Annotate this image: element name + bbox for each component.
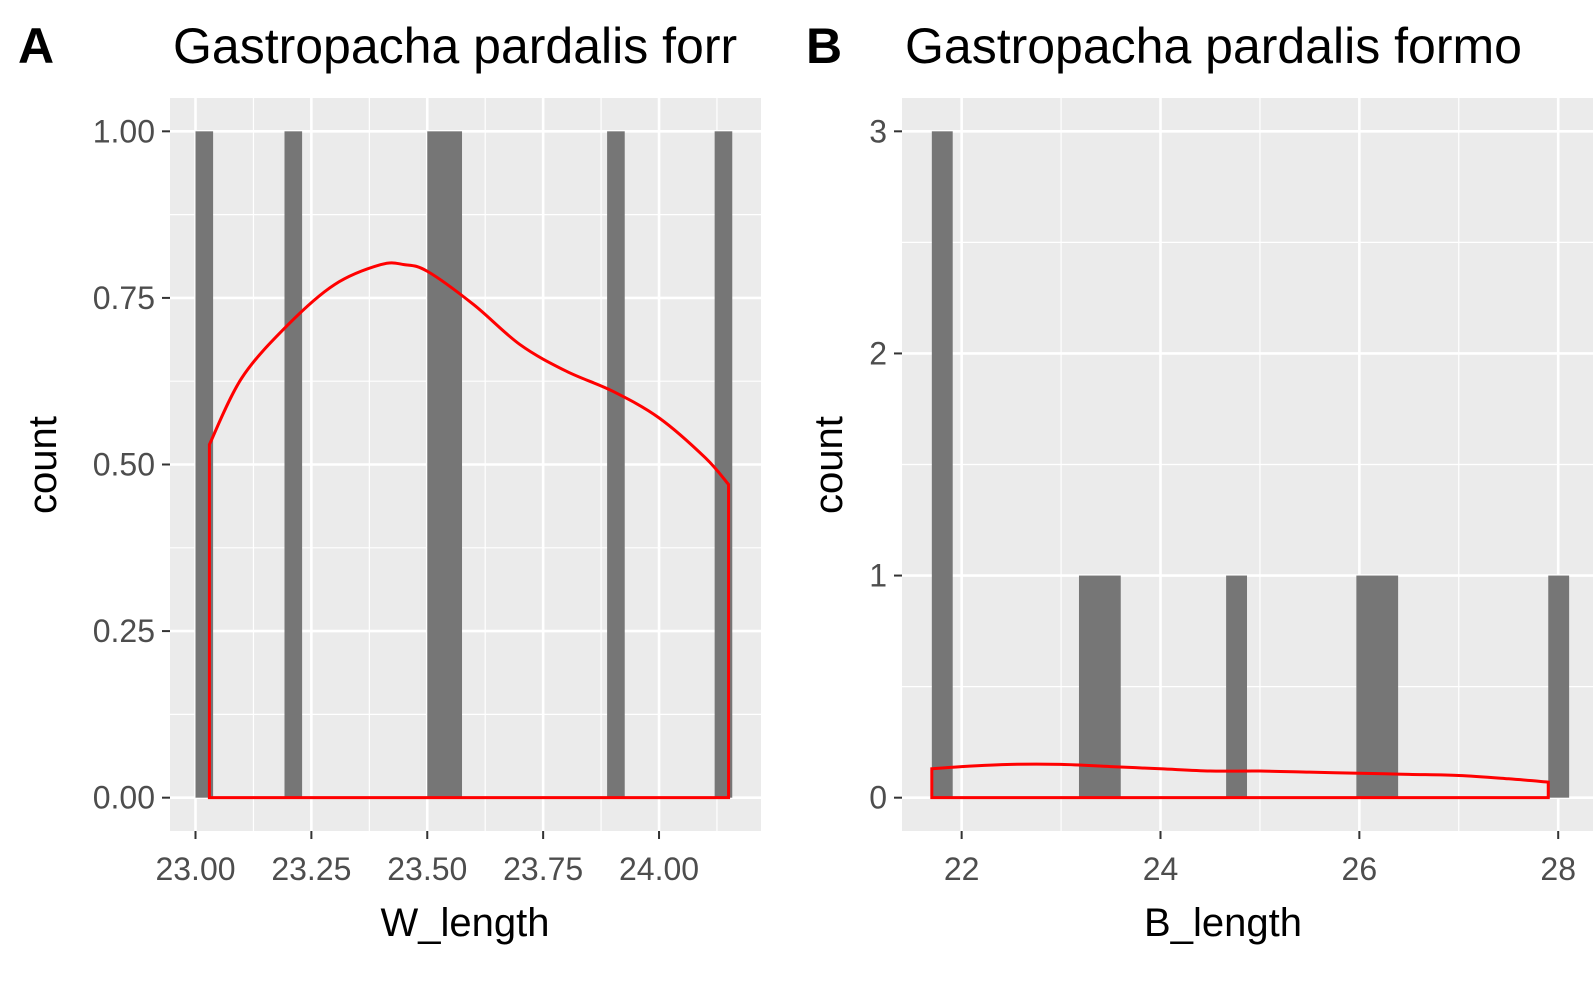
- x-tick-label: 26: [1342, 851, 1378, 887]
- y-tick-label: 0.75: [93, 280, 155, 316]
- x-tick-label: 22: [944, 851, 980, 887]
- panel-b-ticks: 22 24 26 28 0 1 2 3: [869, 113, 1576, 887]
- y-tick-label: 1.00: [93, 113, 155, 149]
- histogram-bar: [1078, 575, 1121, 798]
- histogram-bar: [931, 131, 953, 798]
- panel-a-density: [207, 261, 731, 800]
- histogram-bar: [607, 131, 625, 798]
- histogram-bar: [284, 131, 303, 798]
- y-tick-label: 2: [869, 335, 887, 371]
- x-tick-label: 23.00: [155, 851, 235, 887]
- x-tick-label: 23.25: [271, 851, 351, 887]
- panel-b-density: [930, 762, 1550, 800]
- panel-a-title: Gastropacha pardalis forr: [173, 18, 737, 74]
- y-tick-label: 0.00: [93, 780, 155, 816]
- y-tick-label: 0.50: [93, 447, 155, 483]
- histogram-bar: [1548, 575, 1570, 798]
- histogram-bar: [1226, 575, 1248, 798]
- x-tick-label: 23.75: [503, 851, 583, 887]
- panel-a-ticks: 23.00 23.25 23.50 23.75 24.00 0.00 0.25 0.50 0.7…: [93, 113, 699, 887]
- x-tick-label: 24.00: [619, 851, 699, 887]
- density-curve: [930, 762, 1550, 800]
- panel-b-bars: [931, 131, 1570, 798]
- x-tick-label: 24: [1143, 851, 1179, 887]
- panel-a-bars: [195, 131, 733, 798]
- x-tick-label: 23.50: [387, 851, 467, 887]
- y-tick-label: 1: [869, 558, 887, 594]
- y-tick-label: 0.25: [93, 613, 155, 649]
- panel-b-y-axis-title: count: [807, 416, 851, 514]
- panel-a-x-axis-title: W_length: [381, 901, 550, 945]
- y-tick-label: 0: [869, 780, 887, 816]
- panel-b-grid: [902, 98, 1593, 831]
- density-curve: [207, 261, 731, 800]
- panel-b-x-axis-title: B_length: [1144, 901, 1302, 945]
- panel-b: B Gastropacha pardalis formo 22 24 26 28012…: [806, 18, 1593, 945]
- panel-a-tag: A: [18, 18, 54, 74]
- panel-a: A Gastropacha pardalis forr 23.00 23.25 23…: [18, 18, 761, 945]
- panel-a-y-axis-title: count: [21, 416, 65, 514]
- x-tick-label: 28: [1540, 851, 1576, 887]
- y-tick-label: 3: [869, 113, 887, 149]
- panel-b-tag: B: [806, 18, 842, 74]
- histogram-bar: [427, 131, 463, 798]
- panel-b-title: Gastropacha pardalis formo: [905, 18, 1522, 74]
- histogram-bar: [1356, 575, 1399, 798]
